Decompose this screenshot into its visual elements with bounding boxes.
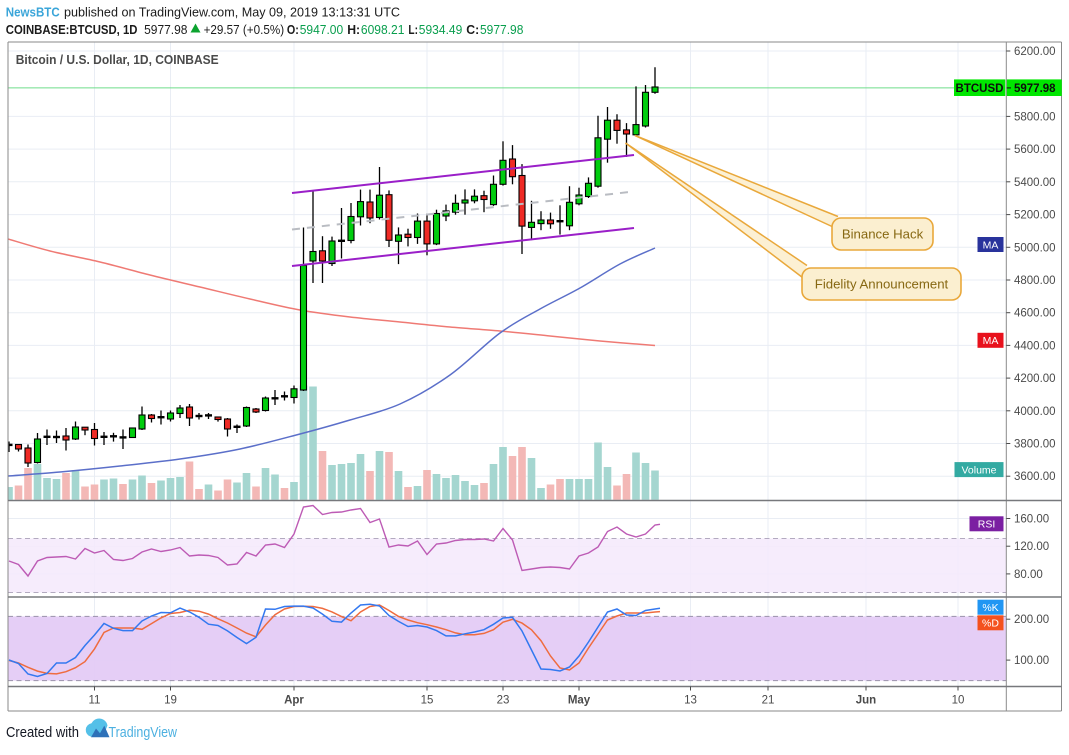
svg-text:MA: MA <box>983 335 999 347</box>
svg-text:4800.00: 4800.00 <box>1014 275 1056 287</box>
svg-text:O:: O: <box>287 22 299 37</box>
svg-text:10: 10 <box>952 695 965 707</box>
svg-text:May: May <box>568 695 591 707</box>
svg-text:%K: %K <box>982 602 998 614</box>
svg-text:NewsBTC: NewsBTC <box>6 5 60 20</box>
svg-text:4600.00: 4600.00 <box>1014 308 1056 320</box>
svg-text:15: 15 <box>421 695 434 707</box>
svg-text:3800.00: 3800.00 <box>1014 439 1056 451</box>
svg-text:Fidelity Announcement: Fidelity Announcement <box>815 277 949 292</box>
svg-text:C:: C: <box>466 22 479 37</box>
svg-text:Created with: Created with <box>6 724 79 741</box>
svg-text:RSI: RSI <box>978 519 996 531</box>
svg-text:6200.00: 6200.00 <box>1014 46 1056 58</box>
svg-text:Bitcoin / U.S. Dollar, 1D, COI: Bitcoin / U.S. Dollar, 1D, COINBASE <box>16 52 219 67</box>
svg-text:6098.21: 6098.21 <box>361 22 405 37</box>
svg-text:published on TradingView.com,: published on TradingView.com, May 09, 20… <box>64 5 400 20</box>
svg-text:4200.00: 4200.00 <box>1014 373 1056 385</box>
svg-text:4400.00: 4400.00 <box>1014 340 1056 352</box>
svg-text:Volume: Volume <box>961 464 996 476</box>
svg-text:5600.00: 5600.00 <box>1014 144 1056 156</box>
svg-text:H:: H: <box>347 22 360 37</box>
svg-text:19: 19 <box>164 695 177 707</box>
svg-text:%D: %D <box>982 618 999 630</box>
svg-text:23: 23 <box>497 695 510 707</box>
svg-text:5977.98: 5977.98 <box>480 22 523 37</box>
svg-text:+29.57 (+0.5%): +29.57 (+0.5%) <box>204 22 285 37</box>
svg-text:3600.00: 3600.00 <box>1014 471 1056 483</box>
svg-text:160.00: 160.00 <box>1014 514 1049 526</box>
svg-text:MA: MA <box>983 239 999 251</box>
svg-text:120.00: 120.00 <box>1014 541 1049 553</box>
svg-text:5977.98: 5977.98 <box>144 22 187 37</box>
svg-text:13: 13 <box>684 695 697 707</box>
svg-text:100.00: 100.00 <box>1014 655 1049 667</box>
svg-text:5934.49: 5934.49 <box>419 22 463 37</box>
svg-text:5977.98: 5977.98 <box>1014 83 1056 95</box>
svg-text:COINBASE:BTCUSD, 1D: COINBASE:BTCUSD, 1D <box>6 22 138 37</box>
svg-text:Apr: Apr <box>284 695 304 707</box>
svg-text:5200.00: 5200.00 <box>1014 210 1056 222</box>
svg-text:80.00: 80.00 <box>1014 569 1043 581</box>
svg-text:5400.00: 5400.00 <box>1014 177 1056 189</box>
svg-text:21: 21 <box>762 695 775 707</box>
svg-text:11: 11 <box>89 695 101 707</box>
svg-text:5800.00: 5800.00 <box>1014 111 1056 123</box>
svg-text:TradingView: TradingView <box>109 724 178 741</box>
svg-text:5947.00: 5947.00 <box>300 22 344 37</box>
svg-text:L:: L: <box>408 22 418 37</box>
svg-text:BTCUSD: BTCUSD <box>956 83 1004 95</box>
svg-text:200.00: 200.00 <box>1014 614 1049 626</box>
svg-text:4000.00: 4000.00 <box>1014 406 1056 418</box>
svg-text:Jun: Jun <box>856 695 876 707</box>
svg-text:Binance Hack: Binance Hack <box>842 227 924 242</box>
svg-text:5000.00: 5000.00 <box>1014 242 1056 254</box>
